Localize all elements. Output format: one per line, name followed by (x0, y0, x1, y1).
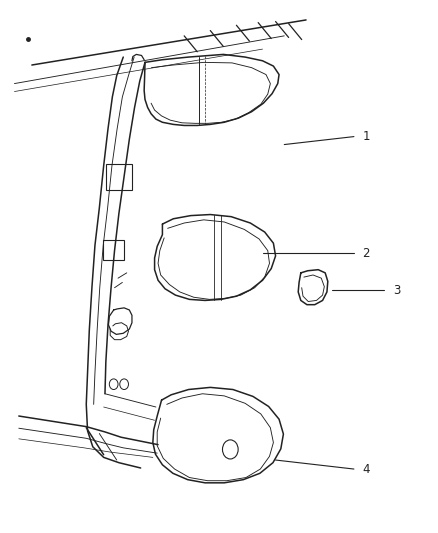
Text: 3: 3 (393, 284, 400, 297)
Text: 1: 1 (363, 130, 370, 143)
Text: 4: 4 (363, 463, 370, 475)
Bar (103, 240, 124, 260)
Text: 2: 2 (363, 247, 370, 260)
Bar (106, 164, 132, 190)
